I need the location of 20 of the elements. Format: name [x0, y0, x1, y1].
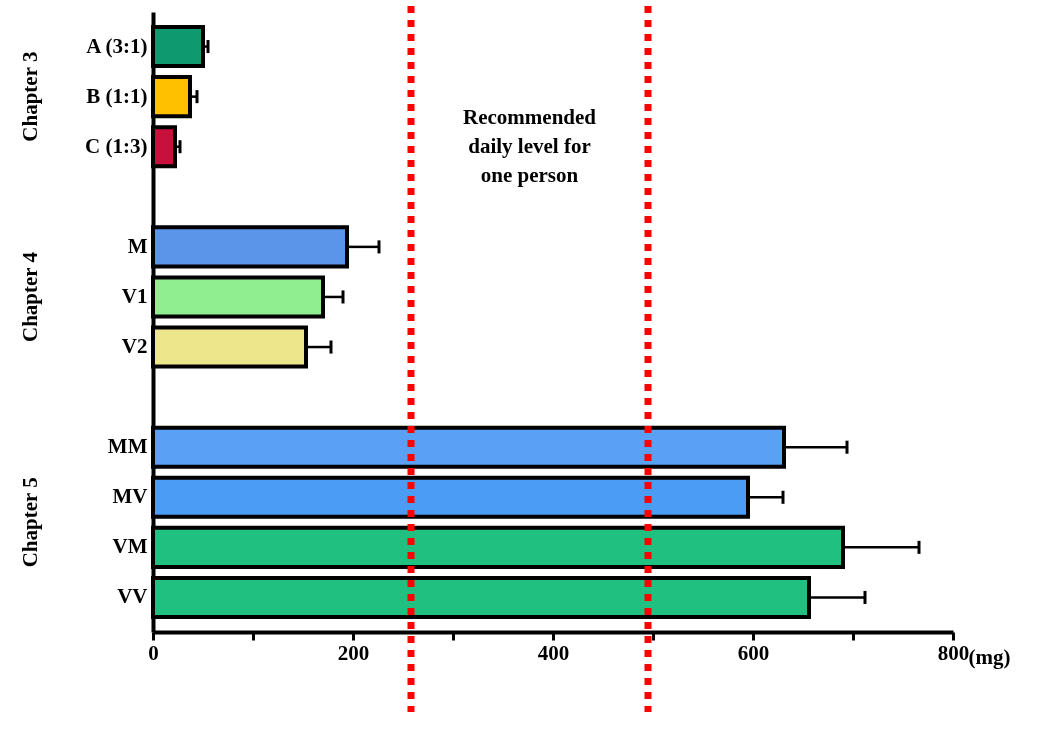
text: Chapter 4	[18, 251, 42, 342]
x-tick-label: 600	[737, 640, 770, 665]
text: Chapter 3	[18, 51, 42, 142]
x-tick-label: 0	[148, 640, 159, 665]
y-tick-label: M	[127, 233, 148, 258]
y-tick-label: V1	[121, 283, 148, 308]
x-axis-title: (mg)	[968, 644, 1011, 669]
x-tick-label: 200	[337, 640, 370, 665]
y-tick-label: B (1:1)	[86, 83, 148, 108]
x-tick-label: 400	[537, 640, 570, 665]
text: Chapter 5	[18, 477, 42, 568]
x-tick-label: 800	[937, 640, 970, 665]
y-tick-label: VM	[112, 534, 148, 559]
y-tick-label: MV	[112, 484, 148, 509]
y-tick-label: VV	[117, 584, 148, 609]
annotation: Recommended daily level for one person	[463, 105, 597, 187]
y-tick-label: C (1:3)	[85, 133, 148, 158]
y-tick-label: V2	[121, 334, 148, 359]
y-tick-label: A (3:1)	[86, 33, 148, 58]
y-tick-label: MM	[107, 434, 148, 459]
